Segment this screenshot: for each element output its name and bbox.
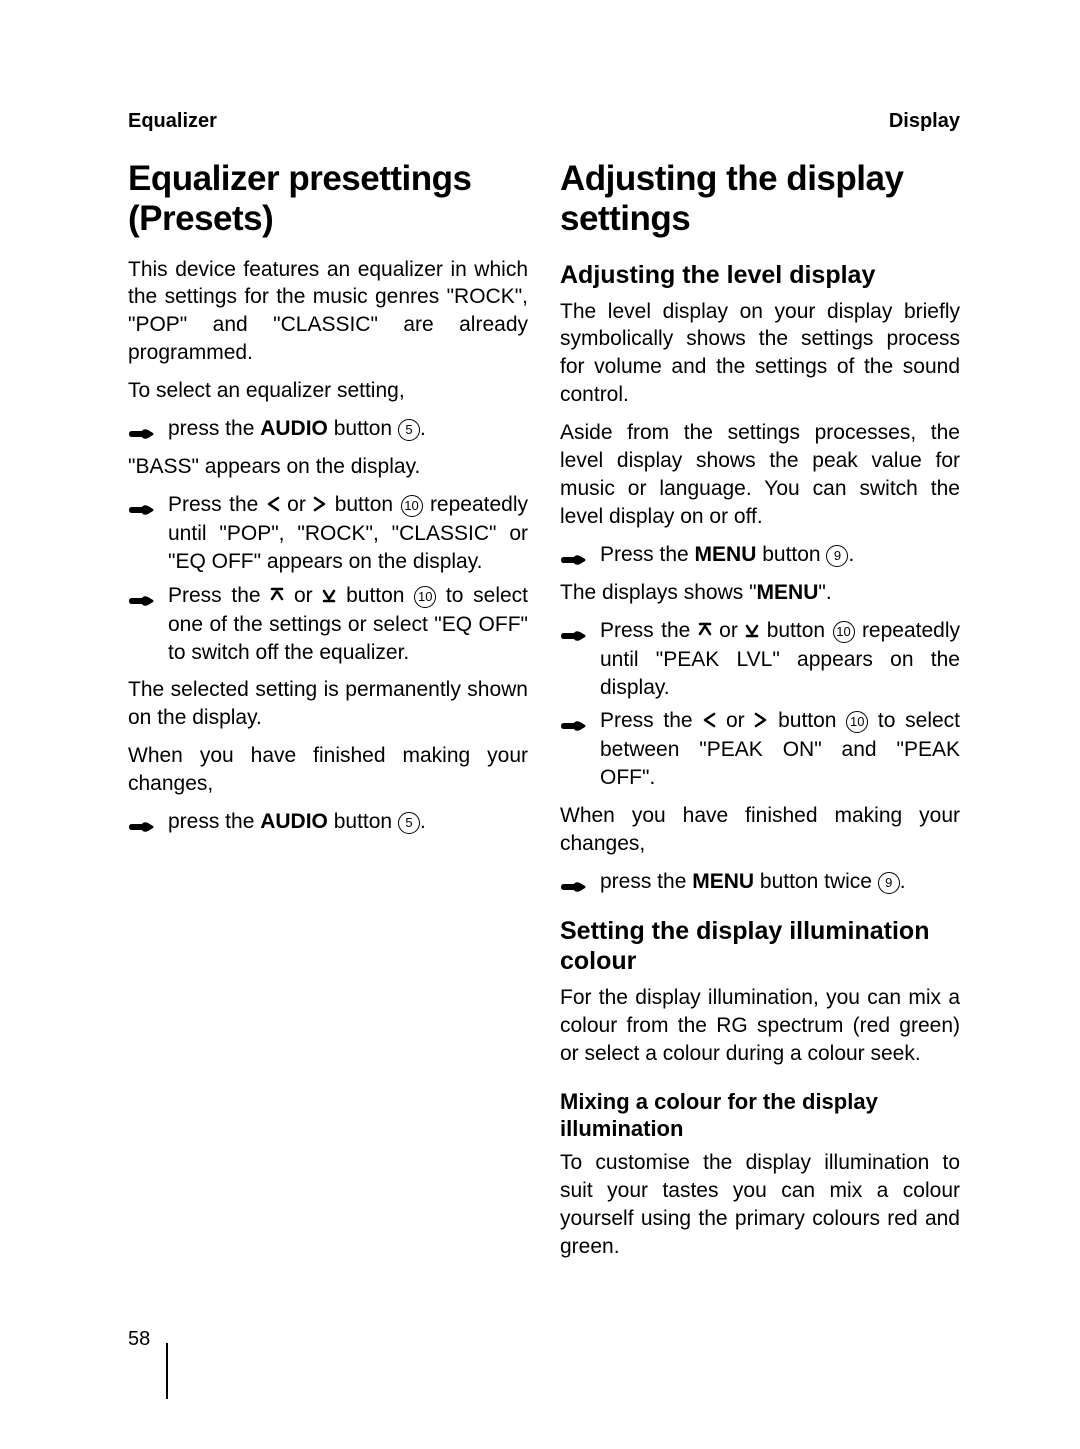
left-arrow-icon [702,708,716,736]
text: button [756,543,826,566]
paragraph: "BASS" appears on the display. [128,453,528,481]
up-arrow-icon [270,583,284,611]
up-arrow-icon [698,618,712,646]
text: Press the [600,619,698,642]
text: Press the [600,709,702,732]
paragraph: To select an equalizer setting, [128,377,528,405]
paragraph: The selected setting is permanently show… [128,676,528,732]
left-column: Equalizer presettings (Presets) This dev… [128,143,528,1270]
text-bold: AUDIO [260,810,328,833]
text: . [848,543,854,566]
hand-pointer-icon [560,547,586,561]
instruction-list: Press the MENU button 9. [560,541,960,569]
hand-pointer-icon [128,814,154,828]
right-column: Adjusting the display settings Adjusting… [560,143,960,1270]
paragraph: This device features an equalizer in whi… [128,256,528,368]
text: button twice [754,870,878,893]
text: press the [168,810,260,833]
instruction-list: Press the or button 10 repeatedly until … [128,491,528,667]
subheading-illumination-colour: Setting the display illumination colour [560,916,960,976]
heading-display-settings: Adjusting the display settings [560,159,960,240]
text: button [328,810,398,833]
paragraph: When you have finished making your chang… [560,802,960,858]
list-item: Press the or button 10 repeatedly until … [560,617,960,702]
text: . [420,417,426,440]
subsubheading-mixing-colour: Mixing a colour for the display illumina… [560,1088,960,1143]
page-number: 58 [128,1328,150,1351]
text-bold: MENU [695,543,757,566]
hand-pointer-icon [128,497,154,511]
list-item: press the AUDIO button 5. [128,808,528,836]
paragraph: To customise the display illumination to… [560,1149,960,1261]
two-column-layout: Equalizer presettings (Presets) This dev… [128,143,960,1270]
list-item: Press the or button 10 to select one of … [128,582,528,667]
list-item: Press the MENU button 9. [560,541,960,569]
paragraph: The displays shows "MENU". [560,579,960,607]
text: . [420,810,426,833]
text: button [328,417,398,440]
text: ". [818,581,831,604]
right-arrow-icon [754,708,768,736]
text: button [336,584,414,607]
subheading-level-display: Adjusting the level display [560,260,960,290]
text: or [712,619,746,642]
button-ref-5: 5 [398,812,420,834]
down-arrow-icon [322,583,336,611]
hand-pointer-icon [128,421,154,435]
text: Press the [600,543,695,566]
paragraph: For the display illumination, you can mi… [560,984,960,1068]
hand-pointer-icon [560,623,586,637]
header-left: Equalizer [128,110,217,133]
page-gutter-bar [166,1343,168,1399]
text: press the [600,870,692,893]
paragraph: Aside from the settings processes, the l… [560,419,960,531]
text-bold: AUDIO [260,417,328,440]
text: or [284,584,322,607]
list-item: press the AUDIO button 5. [128,415,528,443]
text: The displays shows " [560,581,757,604]
text: button [768,709,846,732]
text: button [759,619,832,642]
text: Press the [168,584,270,607]
text: or [716,709,754,732]
running-headers: Equalizer Display [128,110,960,133]
text: or [280,493,314,516]
text: button [327,493,400,516]
text: . [900,870,906,893]
instruction-list: press the MENU button twice 9. [560,868,960,896]
left-arrow-icon [266,492,280,520]
down-arrow-icon [745,618,759,646]
button-ref-10: 10 [833,621,855,643]
right-arrow-icon [313,492,327,520]
hand-pointer-icon [560,713,586,727]
button-ref-10: 10 [846,711,868,733]
heading-equalizer-presets: Equalizer presettings (Presets) [128,159,528,240]
instruction-list: press the AUDIO button 5. [128,415,528,443]
button-ref-9: 9 [826,545,848,567]
list-item: press the MENU button twice 9. [560,868,960,896]
paragraph: When you have finished making your chang… [128,742,528,798]
instruction-list: press the AUDIO button 5. [128,808,528,836]
button-ref-5: 5 [398,419,420,441]
text-bold: MENU [692,870,754,893]
hand-pointer-icon [560,874,586,888]
text: Press the [168,493,266,516]
paragraph: The level display on your display briefl… [560,298,960,410]
button-ref-10: 10 [414,586,436,608]
text: press the [168,417,260,440]
button-ref-10: 10 [401,495,423,517]
button-ref-9: 9 [878,872,900,894]
list-item: Press the or button 10 to select between… [560,707,960,792]
instruction-list: Press the or button 10 repeatedly until … [560,617,960,793]
list-item: Press the or button 10 repeatedly until … [128,491,528,576]
text-bold: MENU [757,581,819,604]
header-right: Display [889,110,960,133]
hand-pointer-icon [128,588,154,602]
